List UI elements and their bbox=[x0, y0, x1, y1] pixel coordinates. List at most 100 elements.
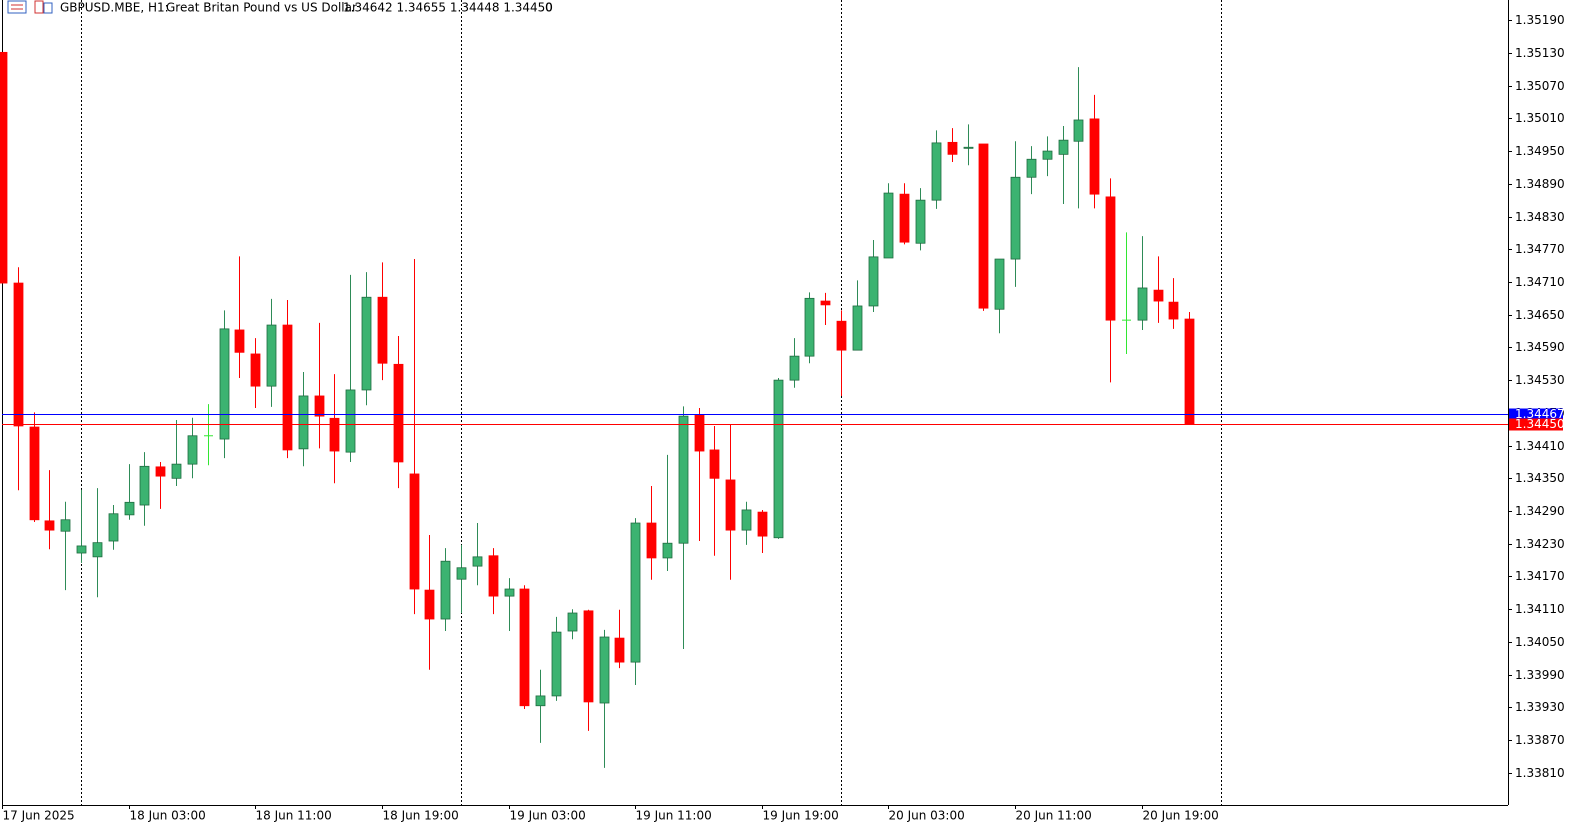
candle-body bbox=[124, 501, 135, 516]
x-tick-label: 20 Jun 03:00 bbox=[889, 809, 965, 823]
candle-body bbox=[567, 612, 578, 632]
candle-body bbox=[1073, 119, 1084, 142]
x-tick-label: 18 Jun 03:00 bbox=[130, 809, 206, 823]
candle-body bbox=[836, 320, 847, 351]
candle-body bbox=[456, 567, 467, 580]
y-tick-label: 1.34110 bbox=[1515, 602, 1565, 616]
candle-body bbox=[0, 51, 8, 284]
candle-body bbox=[1058, 139, 1069, 155]
candle-body bbox=[266, 324, 277, 387]
candle-body bbox=[678, 415, 689, 544]
candle-body bbox=[994, 258, 1005, 310]
y-tick-label: 1.34590 bbox=[1515, 340, 1565, 354]
y-tick-label: 1.34650 bbox=[1515, 308, 1565, 322]
y-tick-label: 1.34230 bbox=[1515, 537, 1565, 551]
y-tick-label: 1.34950 bbox=[1515, 144, 1565, 158]
candle-body bbox=[662, 542, 673, 559]
candle-body bbox=[314, 395, 325, 417]
y-tick-label: 1.34710 bbox=[1515, 275, 1565, 289]
x-tick-label: 19 Jun 19:00 bbox=[763, 809, 839, 823]
candle-body bbox=[852, 305, 863, 351]
x-tick-label: 20 Jun 19:00 bbox=[1143, 809, 1219, 823]
candle-body bbox=[630, 522, 641, 663]
candle-body bbox=[13, 282, 24, 427]
candle-body bbox=[409, 473, 420, 590]
candle-body bbox=[646, 522, 657, 559]
candle-body bbox=[250, 353, 261, 387]
candle-body bbox=[345, 389, 356, 453]
candle-body bbox=[29, 426, 40, 521]
candle-body bbox=[583, 610, 594, 703]
candle-body bbox=[789, 355, 800, 381]
candle-body bbox=[424, 589, 435, 620]
candle-body bbox=[1137, 287, 1148, 321]
x-tick-label: 18 Jun 11:00 bbox=[256, 809, 332, 823]
candle-body bbox=[535, 695, 546, 707]
candle-body bbox=[963, 146, 974, 149]
list-icon bbox=[7, 0, 27, 14]
candle-body bbox=[92, 542, 103, 558]
header-icons bbox=[7, 0, 53, 14]
y-tick-label: 1.34170 bbox=[1515, 569, 1565, 583]
candle-body bbox=[361, 296, 372, 391]
volume: 0 bbox=[545, 1, 553, 15]
y-tick-label: 1.34350 bbox=[1515, 471, 1565, 485]
candle-body bbox=[298, 395, 309, 450]
candle-body bbox=[915, 199, 926, 244]
y-tick-label: 1.35070 bbox=[1515, 79, 1565, 93]
candle-body bbox=[234, 329, 245, 353]
candle-body bbox=[377, 296, 388, 364]
y-tick-label: 1.33810 bbox=[1515, 766, 1565, 780]
candle-body bbox=[108, 513, 119, 542]
y-tick-label: 1.34410 bbox=[1515, 439, 1565, 453]
window-icon bbox=[43, 2, 53, 14]
candle-body bbox=[472, 556, 483, 567]
y-tick-label: 1.33870 bbox=[1515, 733, 1565, 747]
candle-body bbox=[440, 560, 451, 620]
candle-body bbox=[219, 328, 230, 440]
y-tick-label: 1.35190 bbox=[1515, 13, 1565, 27]
candle-body bbox=[1184, 318, 1195, 425]
price-label-box bbox=[1509, 408, 1563, 421]
candle-body bbox=[1010, 176, 1021, 260]
candle-body bbox=[329, 417, 340, 452]
candle-body bbox=[725, 479, 736, 531]
candle-body bbox=[694, 414, 705, 452]
y-tick-label: 1.34890 bbox=[1515, 177, 1565, 191]
candle-body bbox=[820, 300, 831, 306]
x-tick-label: 18 Jun 19:00 bbox=[383, 809, 459, 823]
candle-body bbox=[187, 435, 198, 465]
y-tick-label: 1.33990 bbox=[1515, 668, 1565, 682]
candle-body bbox=[1026, 158, 1037, 178]
candle-body bbox=[171, 463, 182, 479]
candle-body bbox=[978, 143, 989, 309]
y-tick-label: 1.34050 bbox=[1515, 635, 1565, 649]
candle-body bbox=[1168, 301, 1179, 320]
candle-body bbox=[393, 363, 404, 463]
candle-body bbox=[614, 637, 625, 663]
candle-body bbox=[551, 631, 562, 697]
candle-body bbox=[1042, 150, 1053, 160]
candle-body bbox=[519, 588, 530, 707]
candle-body bbox=[804, 297, 815, 357]
y-tick-label: 1.35130 bbox=[1515, 46, 1565, 60]
price-label-box bbox=[1509, 418, 1563, 431]
candle-body bbox=[1153, 289, 1164, 302]
candle-body bbox=[741, 509, 752, 531]
candle-body bbox=[883, 192, 894, 259]
x-tick-label: 19 Jun 03:00 bbox=[510, 809, 586, 823]
window-icon bbox=[34, 0, 44, 14]
candle-body bbox=[60, 519, 71, 532]
x-tick-label: 20 Jun 11:00 bbox=[1016, 809, 1092, 823]
price-label: 1.34450 bbox=[1515, 417, 1565, 431]
y-tick-label: 1.34530 bbox=[1515, 373, 1565, 387]
y-tick-label: 1.35010 bbox=[1515, 111, 1565, 125]
x-tick-label: 19 Jun 11:00 bbox=[636, 809, 712, 823]
candle-body bbox=[709, 449, 720, 479]
y-tick-label: 1.34770 bbox=[1515, 242, 1565, 256]
y-tick-label: 1.34290 bbox=[1515, 504, 1565, 518]
y-tick-label: 1.33930 bbox=[1515, 700, 1565, 714]
candle-body bbox=[488, 555, 499, 597]
